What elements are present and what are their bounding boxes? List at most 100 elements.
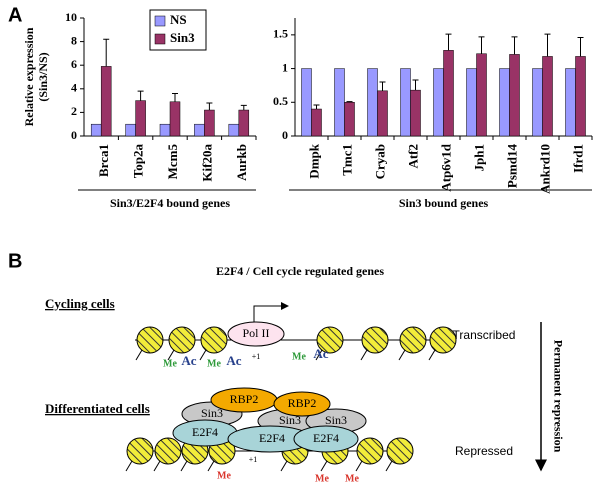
x-tick-label: Ifrd1 — [570, 144, 585, 173]
row-label: Cycling cells — [45, 296, 115, 311]
bar — [476, 53, 487, 137]
x-tick-label: Kif20a — [199, 144, 214, 182]
mark-ac: Ac — [226, 353, 241, 368]
y-axis-label: (Sin3/NS) — [36, 52, 50, 101]
tss: +1 — [249, 455, 258, 464]
x-tick-label: Tmc1 — [339, 144, 354, 176]
y-tick-label: 8 — [71, 33, 77, 47]
bar — [90, 123, 102, 137]
bar — [433, 68, 444, 137]
x-tick-label: Atf2 — [405, 144, 420, 169]
bar — [159, 123, 171, 137]
protein-label: E2F4 — [192, 425, 218, 439]
protein-label: Sin3 — [325, 413, 347, 427]
error-bar — [103, 38, 110, 67]
error-bar — [577, 37, 584, 57]
y-axis-label: Relative expression — [22, 27, 36, 126]
x-tick-label: Brca1 — [96, 144, 111, 177]
x-tick-label: Psmd14 — [504, 144, 519, 189]
panel-label: A — [8, 4, 22, 26]
mark-me: Me — [292, 351, 306, 362]
mark-me: Me — [163, 358, 177, 369]
mark-me: Me — [315, 473, 329, 484]
mark-me: Me — [207, 358, 221, 369]
error-bar — [313, 104, 320, 110]
bar — [228, 123, 240, 137]
x-tick-label: Top2a — [131, 144, 146, 179]
bar — [169, 101, 181, 137]
protein-label: Pol II — [243, 326, 270, 340]
bar — [499, 68, 510, 137]
bar — [367, 68, 378, 137]
error-bar — [346, 101, 353, 103]
y-tick-label: 0.5 — [273, 94, 288, 108]
state-label: Transcribed — [453, 328, 516, 342]
error-bar — [137, 90, 144, 101]
bar — [377, 90, 388, 137]
bar — [443, 50, 454, 137]
x-tick-label: Jph1 — [471, 144, 486, 171]
y-tick-label: 1 — [282, 60, 288, 74]
state-label: Repressed — [455, 444, 513, 458]
protein-label: Sin3 — [201, 406, 223, 420]
complex — [172, 387, 367, 453]
panel-label: B — [8, 250, 22, 272]
row-label: Differentiated cells — [45, 401, 150, 416]
y-tick-label: 4 — [71, 81, 77, 95]
legend-swatch — [154, 15, 166, 27]
bar — [334, 68, 345, 137]
y-tick-label: 2 — [71, 104, 77, 118]
mark-me: Me — [217, 470, 231, 481]
bar — [400, 68, 411, 137]
diagram-title: E2F4 / Cell cycle regulated genes — [216, 264, 384, 278]
tss-arrow — [253, 302, 289, 322]
error-bar — [412, 79, 419, 91]
bar — [410, 89, 421, 137]
error-bar — [206, 102, 213, 111]
diagram: E2F4 / Cell cycle regulated genes Cyclin… — [45, 264, 565, 485]
bar — [301, 68, 312, 137]
legend-swatch — [154, 33, 166, 45]
error-bar — [379, 81, 386, 91]
legend-label: NS — [170, 12, 187, 27]
bar — [532, 68, 543, 137]
x-tick-label: Cryab — [372, 144, 387, 179]
error-bar — [445, 33, 452, 51]
bar — [204, 109, 215, 137]
protein-label: E2F4 — [313, 431, 339, 445]
x-tick-label: Atp6v1d — [438, 143, 453, 191]
x-tick-label: Ankrd10 — [537, 144, 552, 194]
group-label: Sin3/E2F4 bound genes — [110, 196, 230, 210]
x-tick-label: Mcm5 — [165, 144, 180, 180]
y-tick-label: 10 — [65, 10, 77, 24]
protein-label: E2F4 — [259, 431, 285, 445]
tss: +1 — [252, 352, 261, 361]
bar — [509, 54, 520, 137]
protein-label: RBP2 — [288, 396, 317, 410]
bar — [100, 66, 112, 137]
protein-label: Sin3 — [279, 413, 301, 427]
y-tick-label: 0 — [71, 128, 77, 142]
error-bar — [172, 93, 178, 102]
bar — [311, 108, 322, 137]
y-tick-label: 0 — [282, 128, 288, 142]
error-bar — [511, 36, 518, 55]
transition-label: Permanent repression — [551, 340, 565, 453]
bar — [542, 56, 553, 137]
bar — [565, 68, 576, 137]
legend-label: Sin3 — [170, 30, 195, 45]
protein-label: RBP2 — [230, 392, 259, 406]
error-bar — [478, 36, 485, 54]
mark-me: Me — [345, 473, 359, 484]
y-tick-label: 1.5 — [273, 27, 288, 41]
bar — [575, 56, 586, 137]
group-label: Sin3 bound genes — [399, 196, 489, 210]
bar — [238, 109, 250, 137]
nucleosomes — [135, 326, 457, 361]
bar — [194, 123, 205, 137]
x-tick-label: Dmpk — [306, 143, 321, 178]
bar — [135, 100, 146, 137]
pol-ii — [227, 321, 285, 347]
x-tick-label: Aurkb — [234, 144, 249, 181]
